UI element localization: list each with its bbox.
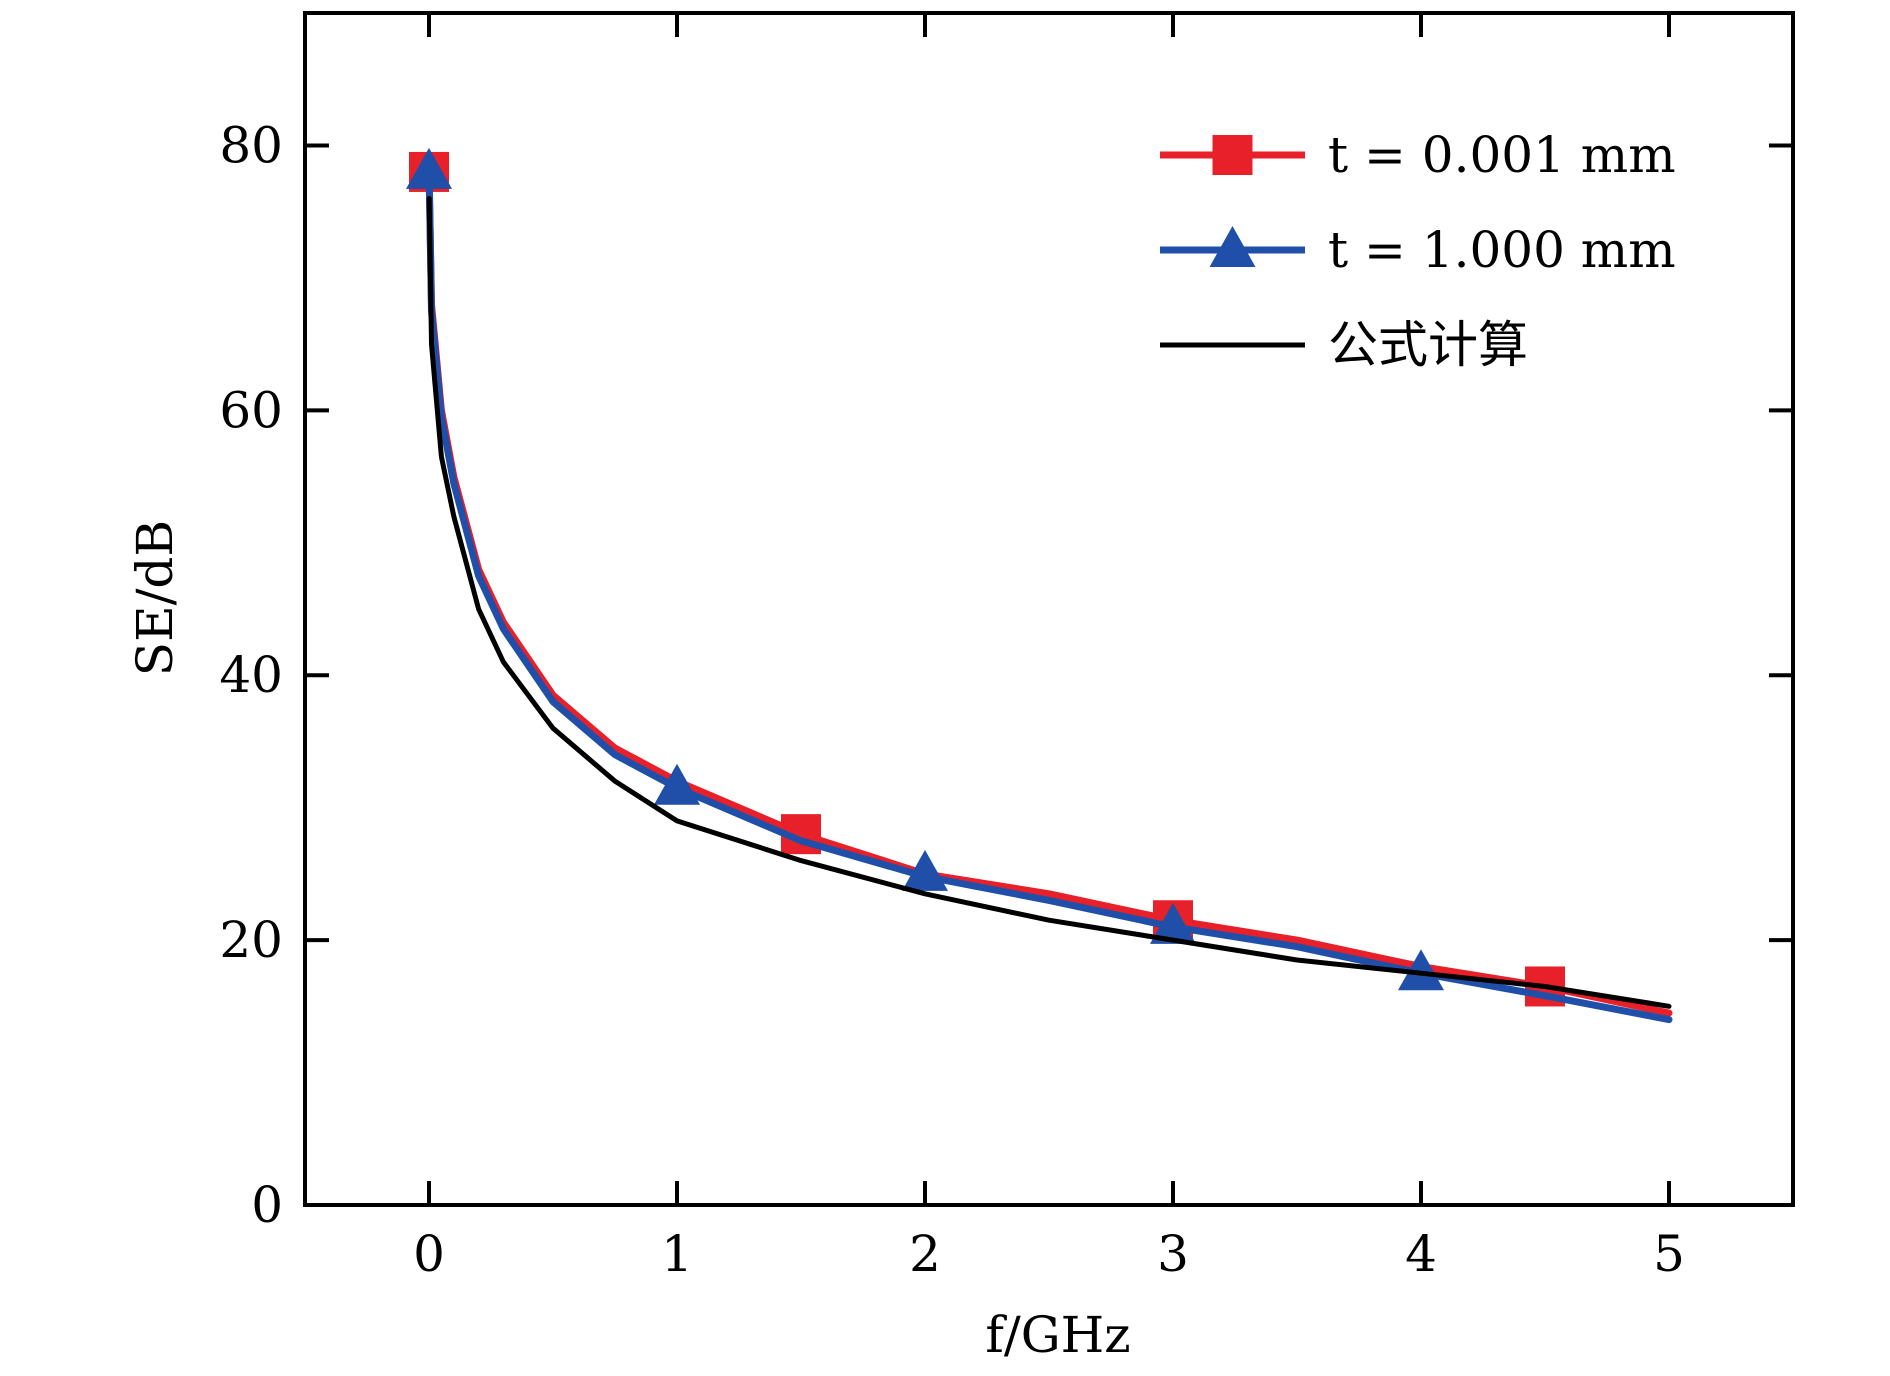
x-tick-label: 0 (413, 1225, 445, 1283)
series-1 (409, 151, 1673, 1017)
triangle-marker (902, 849, 948, 891)
x-tick-label: 2 (909, 1225, 941, 1283)
plot-frame (303, 11, 1795, 1207)
x-tick-label: 5 (1653, 1225, 1685, 1283)
triangle-marker (406, 147, 452, 189)
y-axis-label: SE/dB (126, 520, 184, 676)
triangle-marker (1150, 902, 1196, 944)
series-group (406, 147, 1673, 1024)
x-tick-label: 3 (1157, 1225, 1189, 1283)
x-tick-label: 1 (661, 1225, 693, 1283)
legend: t = 0.001 mm t = 1.000 mm 公式计算 (1160, 126, 1676, 374)
legend-label: t = 1.000 mm (1328, 221, 1676, 279)
y-tick-label: 40 (219, 646, 283, 704)
series-line (425, 175, 1673, 1017)
legend-item: t = 0.001 mm (1160, 126, 1676, 184)
legend-item: t = 1.000 mm (1160, 221, 1676, 279)
axes: 0 1 2 3 4 5 0 20 40 60 80 (219, 11, 1795, 1283)
series-3 (426, 195, 1672, 1009)
triangle-marker (1209, 226, 1256, 267)
triangle-marker (1398, 949, 1444, 991)
x-tick-label: 4 (1405, 1225, 1437, 1283)
y-tick-label: 60 (219, 381, 283, 439)
x-axis-label: f/GHz (985, 1306, 1130, 1364)
legend-label: t = 0.001 mm (1328, 126, 1676, 184)
y-tick-label: 20 (219, 911, 283, 969)
legend-item: 公式计算 (1160, 316, 1528, 374)
legend-label: 公式计算 (1328, 316, 1528, 374)
series-line (426, 195, 1672, 1009)
triangle-marker (654, 763, 700, 805)
series-2 (406, 147, 1673, 1024)
square-marker (1212, 135, 1253, 175)
y-tick-label: 80 (219, 116, 283, 174)
y-tick-label: 0 (251, 1176, 283, 1234)
